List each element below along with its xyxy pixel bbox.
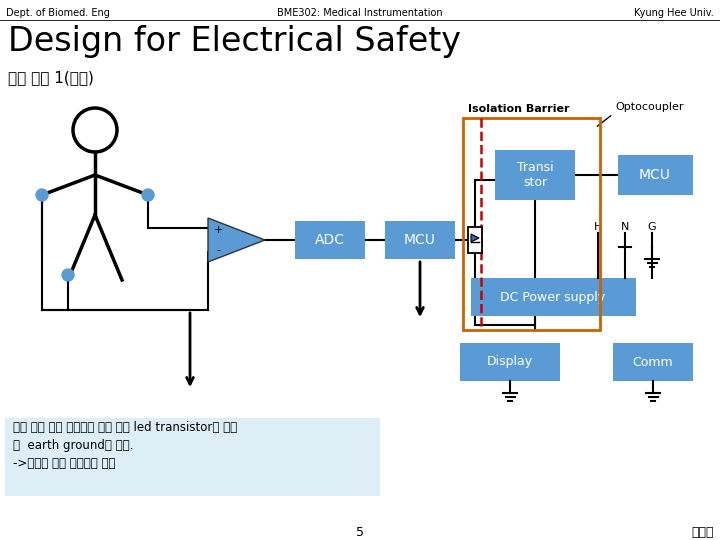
Text: BME302: Medical Instrumentation: BME302: Medical Instrumentation	[277, 8, 443, 18]
Text: ADC: ADC	[315, 233, 345, 247]
Bar	[460, 343, 560, 381]
Text: Isolation Barrier: Isolation Barrier	[468, 104, 570, 114]
Bar	[618, 155, 693, 195]
Polygon shape	[471, 234, 479, 242]
Text: Dept. of Biomed. Eng: Dept. of Biomed. Eng	[6, 8, 110, 18]
Text: Transi
stor: Transi stor	[517, 161, 553, 189]
Text: N: N	[621, 222, 629, 232]
Text: Display: Display	[487, 355, 533, 368]
Text: 5: 5	[356, 526, 364, 539]
Text: MCU: MCU	[639, 168, 671, 182]
Bar	[385, 221, 455, 259]
Text: Kyung Hee Univ.: Kyung Hee Univ.	[634, 8, 714, 18]
Text: Comm: Comm	[633, 355, 673, 368]
Bar	[613, 343, 693, 381]
Circle shape	[36, 189, 48, 201]
Bar	[295, 221, 365, 259]
Text: 원지혜: 원지혜	[691, 526, 714, 539]
Text: Optocoupler: Optocoupler	[615, 102, 683, 112]
Text: DC Power supply: DC Power supply	[500, 291, 606, 303]
Bar	[468, 227, 482, 253]
Bar	[470, 278, 636, 316]
Text: 기준 전위 점을 기준으로 하던 것이 led transistor를 통하
여  earth ground로 바뀜.
->신호를 빛을 이용하여 넘김: 기준 전위 점을 기준으로 하던 것이 led transistor를 통하 여…	[13, 421, 237, 470]
Circle shape	[142, 189, 154, 201]
Text: +: +	[213, 225, 222, 235]
Bar	[495, 150, 575, 200]
Text: 설계 방법 1(안전): 설계 방법 1(안전)	[8, 70, 94, 85]
Bar	[463, 118, 600, 330]
Polygon shape	[208, 218, 265, 262]
Text: H: H	[594, 222, 602, 232]
Text: Design for Electrical Safety: Design for Electrical Safety	[8, 25, 461, 58]
Bar	[5, 418, 380, 496]
Text: MCU: MCU	[404, 233, 436, 247]
Text: -: -	[216, 245, 220, 255]
Circle shape	[62, 269, 74, 281]
Text: G: G	[648, 222, 657, 232]
